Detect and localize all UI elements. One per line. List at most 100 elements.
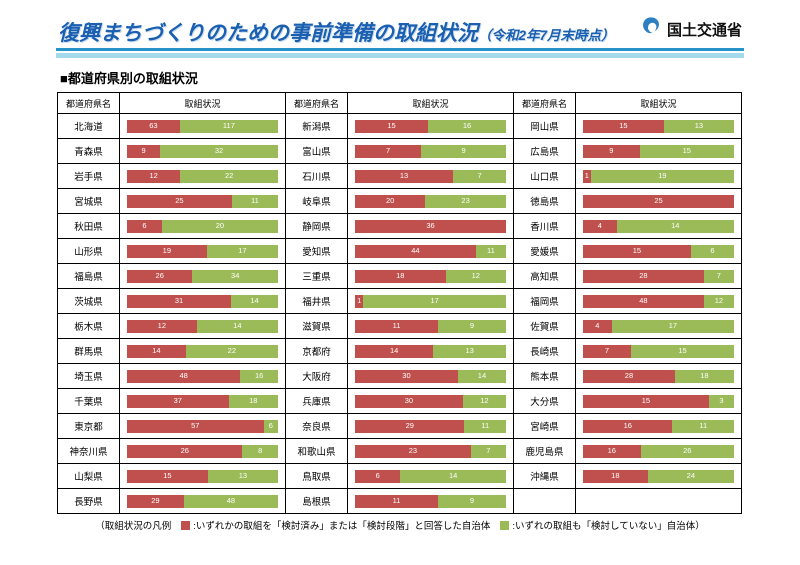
status-stacked-bar: 30 14 [355,369,506,383]
col-header-prefecture: 都道府県名 [57,92,120,114]
prefecture-name: 熊本県 [513,363,576,389]
status-bar-cell: 28 7 [575,263,742,289]
not-reviewing-segment: 7 [470,444,506,458]
reviewing-segment: 4 [583,219,617,233]
prefecture-name: 静岡県 [285,213,348,239]
prefecture-name: 石川県 [285,163,348,189]
prefecture-name: 広島県 [513,138,576,164]
status-bar-cell: 48 16 [119,363,286,389]
table-row: 北海道 63 117 新潟県 15 16 岡山県 15 13 [57,113,742,139]
prefecture-name: 岩手県 [57,163,120,189]
status-bar-cell: 14 13 [347,338,514,364]
reviewing-segment: 29 [127,494,184,508]
reviewing-segment: 37 [127,394,229,408]
status-bar-cell: 7 15 [575,338,742,364]
not-reviewing-segment: 11 [231,194,278,208]
reviewing-segment: 11 [355,319,439,333]
reviewing-segment: 1 [583,169,591,183]
status-bar-cell: 20 23 [347,188,514,214]
prefecture-name: 山口県 [513,163,576,189]
reviewing-segment: 4 [583,319,612,333]
status-stacked-bar: 28 7 [583,269,734,283]
status-bar-cell: 36 [347,213,514,239]
table-row: 栃木県 12 14 滋賀県 11 9 佐賀県 4 17 [57,313,742,339]
status-stacked-bar: 15 3 [583,394,734,408]
col-header-status: 取組状況 [347,92,514,114]
reviewing-segment: 7 [583,344,632,358]
table-row: 埼玉県 48 16 大阪府 30 14 熊本県 28 18 [57,363,742,389]
reviewing-segment: 23 [355,444,471,458]
reviewing-segment: 25 [127,194,232,208]
reviewing-segment: 48 [583,294,704,308]
prefecture-name: 福岡県 [513,288,576,314]
reviewing-segment: 14 [355,344,434,358]
status-stacked-bar: 23 7 [355,444,506,458]
status-stacked-bar: 29 48 [127,494,278,508]
reviewing-segment: 29 [355,419,465,433]
status-bar-cell: 1 17 [347,288,514,314]
page-title-text: 復興まちづくりのための事前準備の取組状況 [58,21,478,45]
prefecture-name: 富山県 [285,138,348,164]
status-bar-cell [575,488,742,514]
not-reviewing-segment: 9 [438,494,506,508]
status-stacked-bar: 4 17 [583,319,734,333]
prefecture-name: 青森県 [57,138,120,164]
status-bar-cell: 44 11 [347,238,514,264]
prefecture-name: 佐賀県 [513,313,576,339]
status-stacked-bar: 16 26 [583,444,734,458]
status-bar-cell: 4 14 [575,213,742,239]
status-bar-cell: 37 18 [119,388,286,414]
status-stacked-bar: 9 15 [583,144,734,158]
reviewing-segment: 12 [127,169,181,183]
reviewing-segment: 31 [127,294,232,308]
status-stacked-bar: 48 12 [583,294,734,308]
not-reviewing-segment: 11 [672,419,734,433]
prefecture-name: 高知県 [513,263,576,289]
status-bar-cell: 15 6 [575,238,742,264]
status-bar-cell: 15 13 [575,113,742,139]
status-stacked-bar: 14 22 [127,344,278,358]
page-title-suffix: （令和2年7月末時点） [478,27,615,43]
table-row: 千葉県 37 18 兵庫県 30 12 大分県 15 3 [57,388,742,414]
not-reviewing-segment: 14 [457,369,506,383]
table-row: 長野県 29 48 島根県 11 9 [57,488,742,514]
reviewing-segment: 15 [355,119,429,133]
status-bar-cell: 13 7 [347,163,514,189]
not-reviewing-segment: 12 [703,294,734,308]
prefecture-name: 三重県 [285,263,348,289]
not-reviewing-segment: 22 [185,344,278,358]
prefecture-name: 東京都 [57,413,120,439]
reviewing-segment: 28 [583,269,704,283]
reviewing-segment: 11 [355,494,439,508]
status-bar-cell: 9 32 [119,138,286,164]
prefecture-name: 神奈川県 [57,438,120,464]
reviewing-segment: 12 [127,319,197,333]
status-stacked-bar: 20 23 [355,194,506,208]
not-reviewing-segment: 16 [428,119,506,133]
not-reviewing-segment: 12 [462,394,506,408]
not-reviewing-segment: 14 [400,469,506,483]
status-bar-cell: 30 14 [347,363,514,389]
prefecture-name: 栃木県 [57,313,120,339]
legend-red-label: :いずれかの取組を「検討済み」または「検討段階」と回答した自治体 [193,521,491,532]
status-bar-cell: 15 13 [119,463,286,489]
table-row: 神奈川県 26 8 和歌山県 23 7 鹿児島県 16 26 [57,438,742,464]
not-reviewing-segment: 12 [445,269,506,283]
reviewing-segment: 1 [355,294,364,308]
prefecture-name: 千葉県 [57,388,120,414]
reviewing-segment: 30 [355,394,463,408]
status-bar-cell: 31 14 [119,288,286,314]
prefecture-name: 徳島県 [513,188,576,214]
not-reviewing-segment: 23 [425,194,506,208]
not-reviewing-segment: 3 [708,394,734,408]
prefecture-name: 香川県 [513,213,576,239]
reviewing-segment: 14 [127,344,186,358]
status-stacked-bar: 6 14 [355,469,506,483]
status-stacked-bar: 28 18 [583,369,734,383]
not-reviewing-segment: 15 [639,144,734,158]
not-reviewing-segment: 18 [674,369,734,383]
